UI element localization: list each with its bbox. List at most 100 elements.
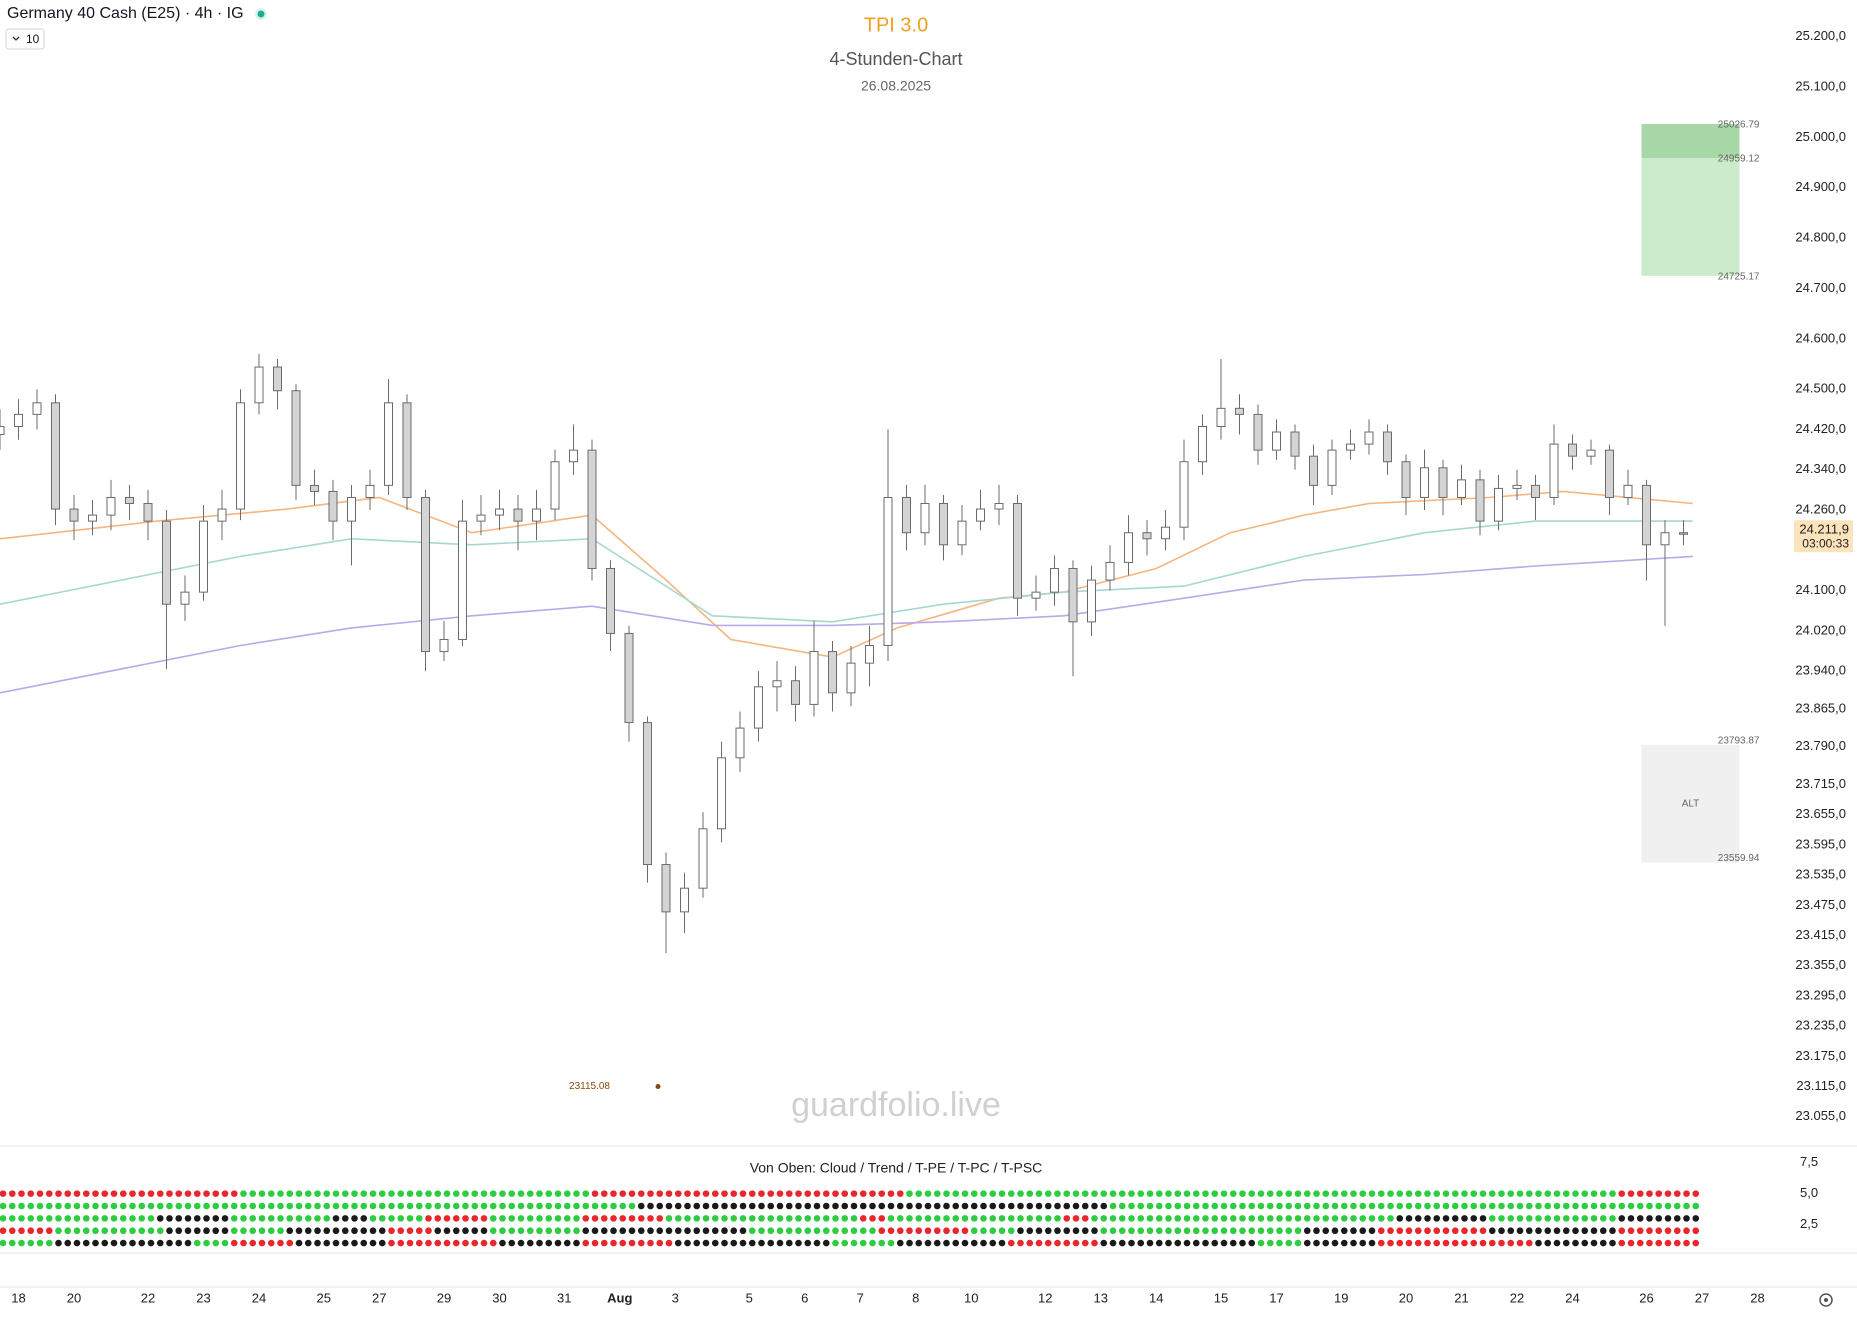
signal-dot bbox=[314, 1202, 321, 1210]
signal-dot bbox=[878, 1215, 886, 1222]
signal-dot bbox=[1442, 1227, 1450, 1235]
signal-dot bbox=[240, 1239, 247, 1247]
signal-dot bbox=[785, 1215, 793, 1222]
signal-dot bbox=[1350, 1190, 1357, 1197]
signal-dot bbox=[1202, 1239, 1209, 1247]
signal-dot bbox=[1599, 1239, 1607, 1247]
signal-dot bbox=[573, 1202, 580, 1210]
signal-dot bbox=[1581, 1239, 1589, 1247]
signal-dot bbox=[184, 1227, 192, 1235]
signal-dot bbox=[378, 1215, 386, 1222]
signal-dot bbox=[249, 1190, 257, 1197]
signal-dot bbox=[545, 1215, 553, 1222]
candle-body bbox=[1216, 407, 1226, 427]
signal-dot bbox=[314, 1239, 321, 1247]
interval-selector[interactable] bbox=[5, 28, 45, 50]
signal-dot bbox=[1072, 1202, 1080, 1210]
signal-dot bbox=[1220, 1190, 1228, 1197]
signal-dot bbox=[1627, 1202, 1635, 1210]
signal-dot bbox=[73, 1215, 81, 1222]
signal-dot bbox=[489, 1215, 497, 1222]
signal-dot bbox=[813, 1215, 821, 1222]
signal-dot bbox=[1516, 1202, 1524, 1210]
x-tick-label: 20 bbox=[67, 1290, 81, 1305]
signal-dot bbox=[1368, 1190, 1376, 1197]
signal-dot bbox=[1128, 1227, 1135, 1235]
signal-dot bbox=[277, 1239, 284, 1247]
signal-dot bbox=[64, 1215, 72, 1222]
alt-zone bbox=[1641, 744, 1740, 863]
candle-body bbox=[1531, 484, 1540, 498]
signal-dot bbox=[1211, 1239, 1219, 1247]
signal-dot bbox=[119, 1239, 127, 1247]
signal-dot bbox=[1646, 1202, 1653, 1210]
signal-dot bbox=[702, 1215, 710, 1222]
signal-dot bbox=[101, 1190, 109, 1197]
signal-dot bbox=[489, 1202, 497, 1210]
signal-dot bbox=[406, 1239, 414, 1247]
signal-dot bbox=[1535, 1215, 1542, 1222]
signal-dot bbox=[554, 1227, 562, 1235]
signal-dot bbox=[1377, 1227, 1385, 1235]
signal-dot bbox=[1017, 1239, 1024, 1247]
signal-dot bbox=[822, 1239, 830, 1247]
signal-dot bbox=[952, 1190, 960, 1197]
signal-dot bbox=[785, 1227, 793, 1235]
signal-dot bbox=[1183, 1239, 1191, 1247]
signal-dot bbox=[1414, 1190, 1422, 1197]
signal-dot bbox=[841, 1190, 849, 1197]
signal-dot bbox=[230, 1202, 238, 1210]
zone-label: 23559.94 bbox=[1718, 853, 1760, 864]
signal-dot bbox=[1137, 1215, 1145, 1222]
signal-dot bbox=[1100, 1202, 1108, 1210]
signal-dot bbox=[462, 1215, 469, 1222]
signal-dot bbox=[138, 1227, 146, 1235]
signal-dot bbox=[1026, 1215, 1034, 1222]
signal-dot bbox=[832, 1239, 839, 1247]
signal-dot bbox=[545, 1239, 553, 1247]
signal-dot bbox=[1488, 1215, 1496, 1222]
signal-dot bbox=[1331, 1190, 1339, 1197]
signal-dot bbox=[1118, 1202, 1126, 1210]
signal-dot bbox=[18, 1190, 25, 1197]
candle-body bbox=[180, 591, 190, 605]
signal-dot bbox=[1248, 1239, 1256, 1247]
signal-dot bbox=[1266, 1215, 1274, 1222]
signal-dot bbox=[499, 1190, 506, 1197]
signal-dot bbox=[748, 1227, 756, 1235]
signal-dot bbox=[600, 1227, 608, 1235]
signal-dot bbox=[906, 1190, 913, 1197]
signal-dot bbox=[1636, 1215, 1644, 1222]
y-tick-label: 23.115,0 bbox=[1796, 1078, 1846, 1093]
signal-dot bbox=[1618, 1227, 1626, 1235]
signal-dot bbox=[711, 1215, 719, 1222]
signal-dot bbox=[1340, 1239, 1348, 1247]
signal-dot bbox=[415, 1239, 423, 1247]
signal-dot bbox=[1266, 1227, 1274, 1235]
signal-dot bbox=[1063, 1239, 1071, 1247]
signal-dot bbox=[1054, 1190, 1061, 1197]
signal-dot bbox=[887, 1190, 895, 1197]
signal-dot bbox=[1174, 1215, 1182, 1222]
candle-body bbox=[1420, 467, 1429, 498]
signal-dot bbox=[101, 1239, 109, 1247]
signal-dot bbox=[378, 1190, 386, 1197]
settings-icon[interactable] bbox=[1819, 1293, 1833, 1307]
interval-value[interactable]: 10 bbox=[26, 32, 40, 46]
signal-dot bbox=[508, 1202, 516, 1210]
signal-dot bbox=[1562, 1239, 1570, 1247]
signal-dot bbox=[55, 1190, 62, 1197]
signal-dot bbox=[582, 1239, 590, 1247]
signal-dot bbox=[739, 1202, 747, 1210]
signal-dot bbox=[480, 1202, 488, 1210]
signal-dot bbox=[1322, 1227, 1330, 1235]
signal-dot bbox=[1192, 1190, 1200, 1197]
signal-dot bbox=[323, 1227, 331, 1235]
signal-dot bbox=[55, 1239, 62, 1247]
signal-dot bbox=[517, 1239, 525, 1247]
signal-dot bbox=[647, 1239, 654, 1247]
signal-dot bbox=[563, 1227, 571, 1235]
signal-dot bbox=[1424, 1227, 1431, 1235]
signal-dot bbox=[1414, 1239, 1422, 1247]
signal-dot bbox=[1433, 1227, 1441, 1235]
